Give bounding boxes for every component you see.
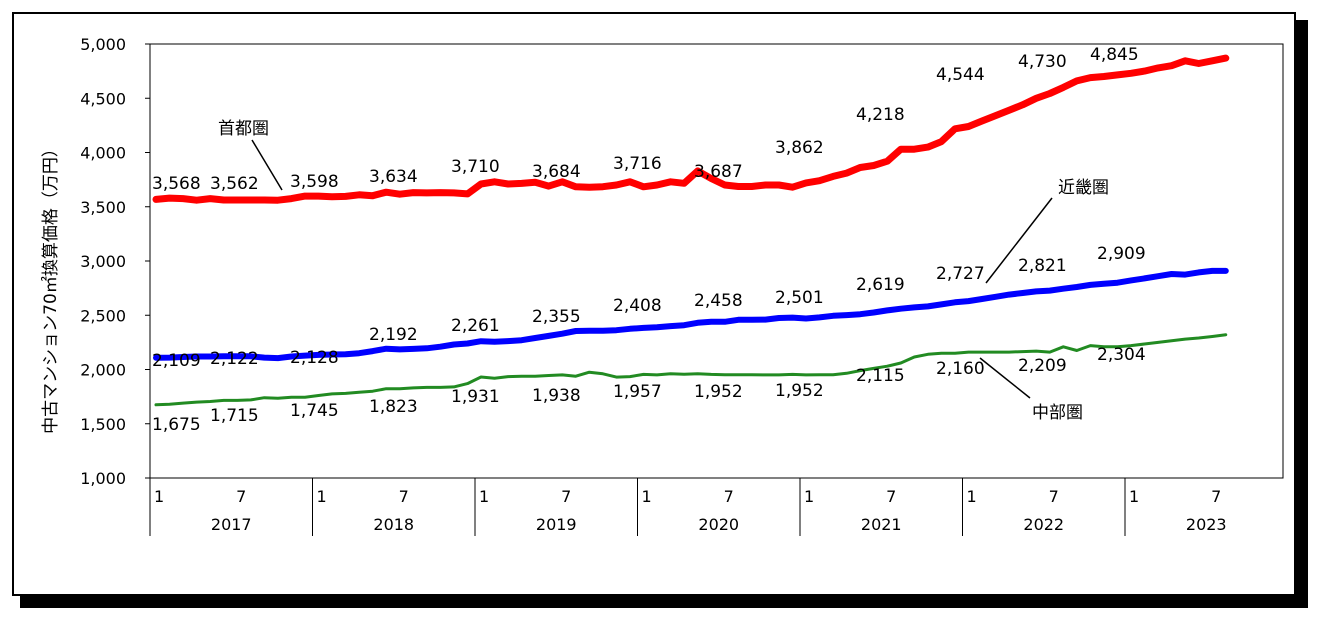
y-tick-label: 4,500	[80, 89, 126, 108]
series-name-label: 首都圏	[218, 119, 269, 139]
data-label: 2,501	[775, 288, 824, 308]
x-year-label: 2023	[1186, 515, 1227, 534]
data-label: 3,568	[152, 174, 201, 194]
data-label: 1,952	[775, 381, 824, 401]
data-labels: 3,568 3,562 3,598 3,634 3,710 3,684 3,716 3,687…	[152, 45, 1146, 435]
data-label: 1,957	[613, 382, 662, 402]
series-line	[154, 333, 1228, 407]
data-label: 2,261	[451, 316, 500, 336]
data-label: 3,598	[290, 172, 339, 192]
x-tick-label: 7	[724, 487, 734, 506]
data-label: 2,192	[369, 325, 418, 345]
x-tick-label: 1	[642, 487, 652, 506]
y-tick-label: 3,000	[80, 252, 126, 271]
x-year-label: 2022	[1023, 515, 1064, 534]
x-tick-label: 1	[317, 487, 327, 506]
data-label: 2,304	[1097, 345, 1146, 365]
y-tick-label: 4,000	[80, 144, 126, 163]
series-lines	[152, 54, 1230, 407]
data-label: 2,619	[856, 275, 905, 295]
data-label: 2,408	[613, 296, 662, 316]
label-leader-lines	[251, 139, 1053, 399]
x-tick-label: 7	[399, 487, 409, 506]
y-tick-label: 2,500	[80, 306, 126, 325]
x-tick-label: 7	[886, 487, 896, 506]
data-label: 2,909	[1097, 244, 1146, 264]
data-label: 4,218	[856, 105, 905, 125]
x-tick-label: 7	[561, 487, 571, 506]
data-label: 2,122	[210, 349, 259, 369]
chart-frame	[12, 12, 1296, 596]
data-label: 2,355	[532, 307, 581, 327]
data-label: 2,115	[856, 366, 905, 386]
series-line	[153, 267, 1229, 362]
y-tick-label: 3,500	[80, 198, 126, 217]
series-name-label: 中部圏	[1032, 403, 1083, 423]
leader-line	[979, 357, 1031, 399]
x-tick-label: 7	[1211, 487, 1221, 506]
x-year-label: 2018	[373, 515, 414, 534]
leader-line	[985, 197, 1053, 284]
data-label: 3,634	[369, 167, 418, 187]
y-axis-label: 中古マンション70㎡換算価格（万円）	[41, 140, 61, 434]
leader-line	[251, 139, 283, 191]
x-tick-label: 1	[154, 487, 164, 506]
x-tick-label: 1	[804, 487, 814, 506]
series-name-label: 近畿圏	[1058, 178, 1109, 198]
data-label: 3,862	[775, 138, 824, 158]
data-label: 3,562	[210, 174, 259, 194]
data-label: 2,727	[936, 264, 985, 284]
data-label: 4,845	[1090, 45, 1139, 65]
data-label: 1,823	[369, 397, 418, 417]
data-label: 1,952	[694, 382, 743, 402]
x-tick-label: 1	[967, 487, 977, 506]
data-label: 1,675	[152, 415, 201, 435]
data-label: 3,684	[532, 162, 581, 182]
x-year-label: 2021	[861, 515, 902, 534]
data-label: 4,544	[936, 65, 985, 85]
chart-axes: 1,000 1,500 2,000 2,500 3,000 3,500 4,000 4,500…	[80, 35, 1284, 536]
data-label: 3,687	[694, 162, 743, 182]
y-tick-label: 1,500	[80, 415, 126, 434]
data-label: 3,716	[613, 154, 662, 174]
y-tick-label: 5,000	[80, 35, 126, 54]
data-label: 1,745	[290, 401, 339, 421]
data-label: 2,209	[1018, 356, 1067, 376]
x-year-label: 2019	[536, 515, 577, 534]
x-year-label: 2017	[211, 515, 252, 534]
x-tick-label: 7	[1049, 487, 1059, 506]
x-tick-label: 1	[1129, 487, 1139, 506]
y-tick-label: 2,000	[80, 361, 126, 380]
x-year-label: 2020	[698, 515, 739, 534]
data-label: 2,458	[694, 291, 743, 311]
data-label: 1,931	[451, 387, 500, 407]
x-tick-label: 1	[479, 487, 489, 506]
series-line	[152, 54, 1230, 204]
data-label: 3,710	[451, 157, 500, 177]
data-label: 4,730	[1018, 52, 1067, 72]
data-label: 2,128	[290, 348, 339, 368]
data-label: 2,109	[152, 351, 201, 371]
data-label: 2,821	[1018, 256, 1067, 276]
y-tick-label: 1,000	[80, 469, 126, 488]
x-tick-label: 7	[236, 487, 246, 506]
data-label: 1,938	[532, 386, 581, 406]
data-label: 1,715	[210, 406, 259, 426]
data-label: 2,160	[936, 359, 985, 379]
